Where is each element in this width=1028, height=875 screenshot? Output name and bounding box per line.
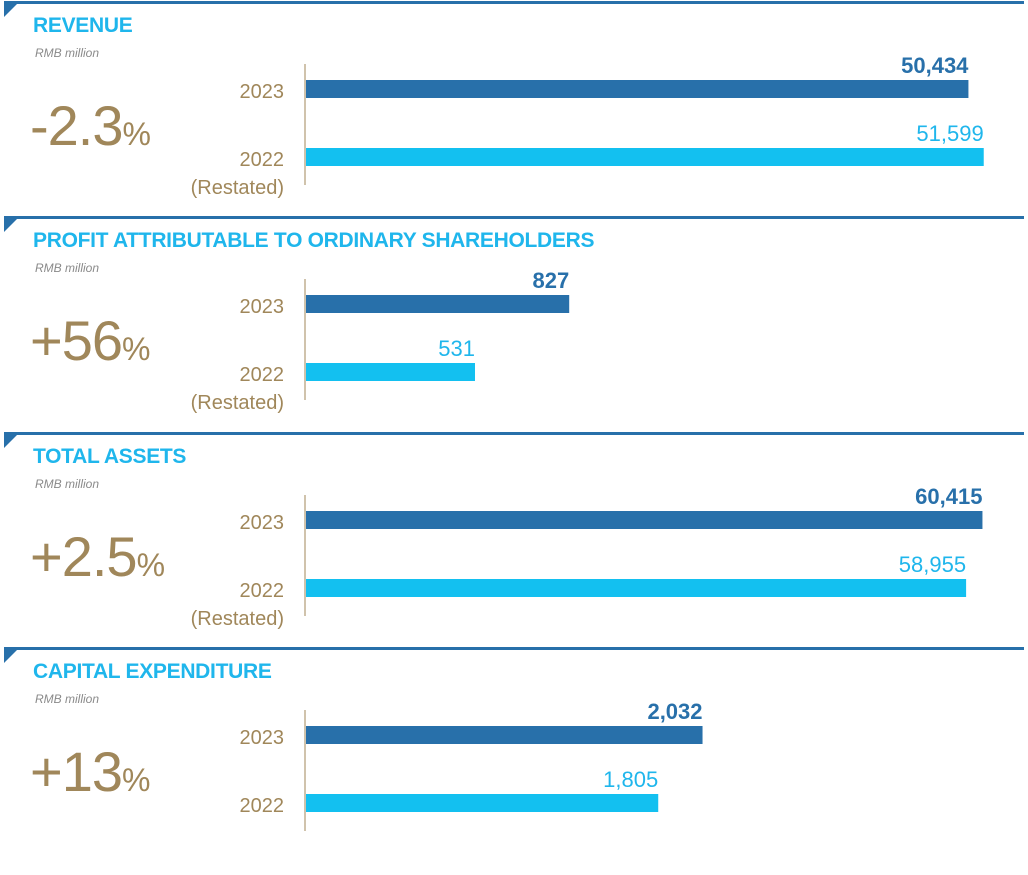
unit-label: RMB million xyxy=(35,261,100,275)
change-percentage: +56% xyxy=(30,308,150,373)
percent-sign: % xyxy=(122,762,151,798)
category-label-2023: 2023 xyxy=(240,81,285,103)
bar-chart: 50,434 2023 51,599 2022 (Restated) xyxy=(191,53,984,199)
category-label-2022: 2022 xyxy=(240,795,285,817)
change-percentage: +13% xyxy=(30,739,150,804)
bar-chart: 827 2023 531 2022 (Restated) xyxy=(191,268,570,414)
data-label-2023: 2,032 xyxy=(647,699,702,724)
total-assets-panel: TOTAL ASSETS RMB million +2.5% 60,415 202… xyxy=(0,431,1028,646)
change-percentage: +2.5% xyxy=(30,524,165,589)
profit-panel: PROFIT ATTRIBUTABLE TO ORDINARY SHAREHOL… xyxy=(0,215,1028,430)
category-sublabel: (Restated) xyxy=(191,608,284,630)
revenue-panel: REVENUE RMB million -2.3% 50,434 2023 51,5… xyxy=(0,0,1028,215)
bar-chart: 2,032 2023 1,805 2022 xyxy=(240,699,703,831)
panel-title: PROFIT ATTRIBUTABLE TO ORDINARY SHAREHOL… xyxy=(33,229,595,252)
panel-title: REVENUE xyxy=(33,14,133,37)
bar-2022 xyxy=(306,794,659,812)
bar-2022 xyxy=(306,579,967,597)
corner-marker xyxy=(4,1,20,17)
section-rule xyxy=(4,647,1024,650)
category-label-2022: 2022 xyxy=(240,580,285,602)
unit-label: RMB million xyxy=(35,46,100,60)
data-label-2023: 827 xyxy=(532,268,569,293)
panel-title: CAPITAL EXPENDITURE xyxy=(33,660,272,683)
category-label-2023: 2023 xyxy=(240,512,285,534)
corner-marker xyxy=(4,432,20,448)
bar-2023 xyxy=(306,295,570,313)
category-label-2023: 2023 xyxy=(240,296,285,318)
change-value: +2.5 xyxy=(30,525,138,588)
data-label-2022: 1,805 xyxy=(603,767,658,792)
section-rule xyxy=(4,432,1024,435)
category-label-2022: 2022 xyxy=(240,364,285,386)
data-label-2022: 51,599 xyxy=(916,121,983,146)
category-sublabel: (Restated) xyxy=(191,177,284,199)
bar-2023 xyxy=(306,80,969,98)
bar-2022 xyxy=(306,148,984,166)
bar-2023 xyxy=(306,511,983,529)
percent-sign: % xyxy=(122,116,151,152)
corner-marker xyxy=(4,216,20,232)
bar-2023 xyxy=(306,726,703,744)
capex-panel: CAPITAL EXPENDITURE RMB million +13% 2,0… xyxy=(0,646,1028,861)
data-label-2023: 60,415 xyxy=(915,484,982,509)
percent-sign: % xyxy=(136,547,166,583)
section-rule xyxy=(4,216,1024,219)
data-label-2022: 531 xyxy=(438,336,475,361)
bar-chart: 60,415 2023 58,955 2022 (Restated) xyxy=(191,484,983,630)
percent-sign: % xyxy=(122,331,151,367)
category-sublabel: (Restated) xyxy=(191,392,284,414)
category-label-2023: 2023 xyxy=(240,727,285,749)
section-rule xyxy=(4,1,1024,4)
bar-2022 xyxy=(306,363,475,381)
data-label-2022: 58,955 xyxy=(899,552,966,577)
change-value: +56 xyxy=(30,309,123,372)
unit-label: RMB million xyxy=(35,692,100,706)
change-value: +13 xyxy=(30,740,123,803)
change-value: -2.3 xyxy=(30,94,123,157)
data-label-2023: 50,434 xyxy=(901,53,969,78)
change-percentage: -2.3% xyxy=(30,93,151,158)
category-label-2022: 2022 xyxy=(240,149,285,171)
corner-marker xyxy=(4,647,20,663)
unit-label: RMB million xyxy=(35,477,100,491)
panel-title: TOTAL ASSETS xyxy=(33,445,187,468)
